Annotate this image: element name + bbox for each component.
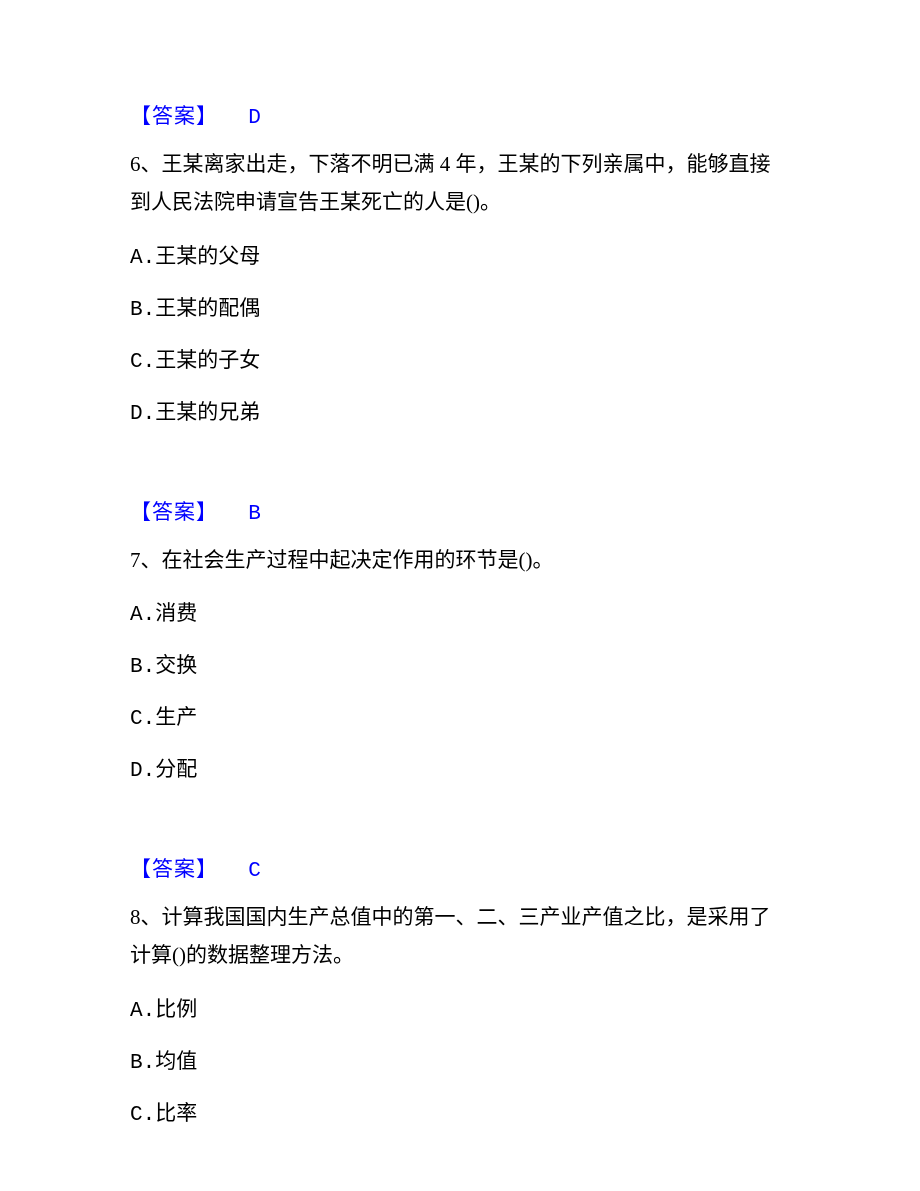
- option-letter: B.: [130, 299, 155, 322]
- option-text: 比例: [155, 997, 197, 1021]
- question-body: 在社会生产过程中起决定作用的环节是()。: [162, 548, 554, 572]
- answer-letter: D: [248, 107, 262, 130]
- answer-label-6: 【答案】 D: [130, 100, 790, 130]
- option-letter: A.: [130, 1000, 155, 1023]
- option-text: 王某的兄弟: [155, 400, 260, 424]
- option-letter: D.: [130, 760, 155, 783]
- option-letter: D.: [130, 403, 155, 426]
- option-text: 比率: [155, 1101, 197, 1125]
- answer-letter: B: [248, 503, 262, 526]
- question-number: 8、: [130, 905, 162, 929]
- option-letter: A.: [130, 247, 155, 270]
- question-number: 6、: [130, 152, 162, 176]
- option-7d: D.分配: [130, 753, 790, 783]
- option-text: 生产: [155, 705, 197, 729]
- option-letter: C.: [130, 351, 155, 374]
- answer-bracket-text: 【答案】: [130, 857, 218, 881]
- option-6d: D.王某的兄弟: [130, 396, 790, 426]
- question-block-7: 【答案】 B 7、在社会生产过程中起决定作用的环节是()。 A.消费 B.交换 …: [130, 496, 790, 784]
- option-text: 王某的配偶: [155, 296, 260, 320]
- option-6b: B.王某的配偶: [130, 292, 790, 322]
- option-8c: C.比率: [130, 1097, 790, 1127]
- answer-label-7: 【答案】 B: [130, 496, 790, 526]
- answer-label-8: 【答案】 C: [130, 853, 790, 883]
- question-block-6: 【答案】 D 6、王某离家出走，下落不明已满 4 年，王某的下列亲属中，能够直接…: [130, 100, 790, 426]
- question-text-8: 8、计算我国国内生产总值中的第一、二、三产业产值之比，是采用了计算()的数据整理…: [130, 899, 790, 975]
- answer-bracket-text: 【答案】: [130, 104, 218, 128]
- option-text: 消费: [155, 601, 197, 625]
- question-body: 王某离家出走，下落不明已满 4 年，王某的下列亲属中，能够直接到人民法院申请宣告…: [130, 152, 771, 214]
- question-text-7: 7、在社会生产过程中起决定作用的环节是()。: [130, 542, 790, 580]
- option-7b: B.交换: [130, 649, 790, 679]
- option-letter: B.: [130, 656, 155, 679]
- option-text: 交换: [155, 653, 197, 677]
- option-8b: B.均值: [130, 1045, 790, 1075]
- question-body: 计算我国国内生产总值中的第一、二、三产业产值之比，是采用了计算()的数据整理方法…: [130, 905, 771, 967]
- option-7a: A.消费: [130, 597, 790, 627]
- question-number: 7、: [130, 548, 162, 572]
- question-block-8: 【答案】 C 8、计算我国国内生产总值中的第一、二、三产业产值之比，是采用了计算…: [130, 853, 790, 1127]
- option-letter: A.: [130, 604, 155, 627]
- option-6c: C.王某的子女: [130, 344, 790, 374]
- option-6a: A.王某的父母: [130, 240, 790, 270]
- option-letter: C.: [130, 1104, 155, 1127]
- question-text-6: 6、王某离家出走，下落不明已满 4 年，王某的下列亲属中，能够直接到人民法院申请…: [130, 146, 790, 222]
- option-letter: B.: [130, 1052, 155, 1075]
- option-letter: C.: [130, 708, 155, 731]
- option-text: 王某的子女: [155, 348, 260, 372]
- answer-bracket-text: 【答案】: [130, 500, 218, 524]
- option-text: 王某的父母: [155, 244, 260, 268]
- option-7c: C.生产: [130, 701, 790, 731]
- answer-letter: C: [248, 860, 262, 883]
- option-8a: A.比例: [130, 993, 790, 1023]
- option-text: 分配: [155, 757, 197, 781]
- option-text: 均值: [155, 1049, 197, 1073]
